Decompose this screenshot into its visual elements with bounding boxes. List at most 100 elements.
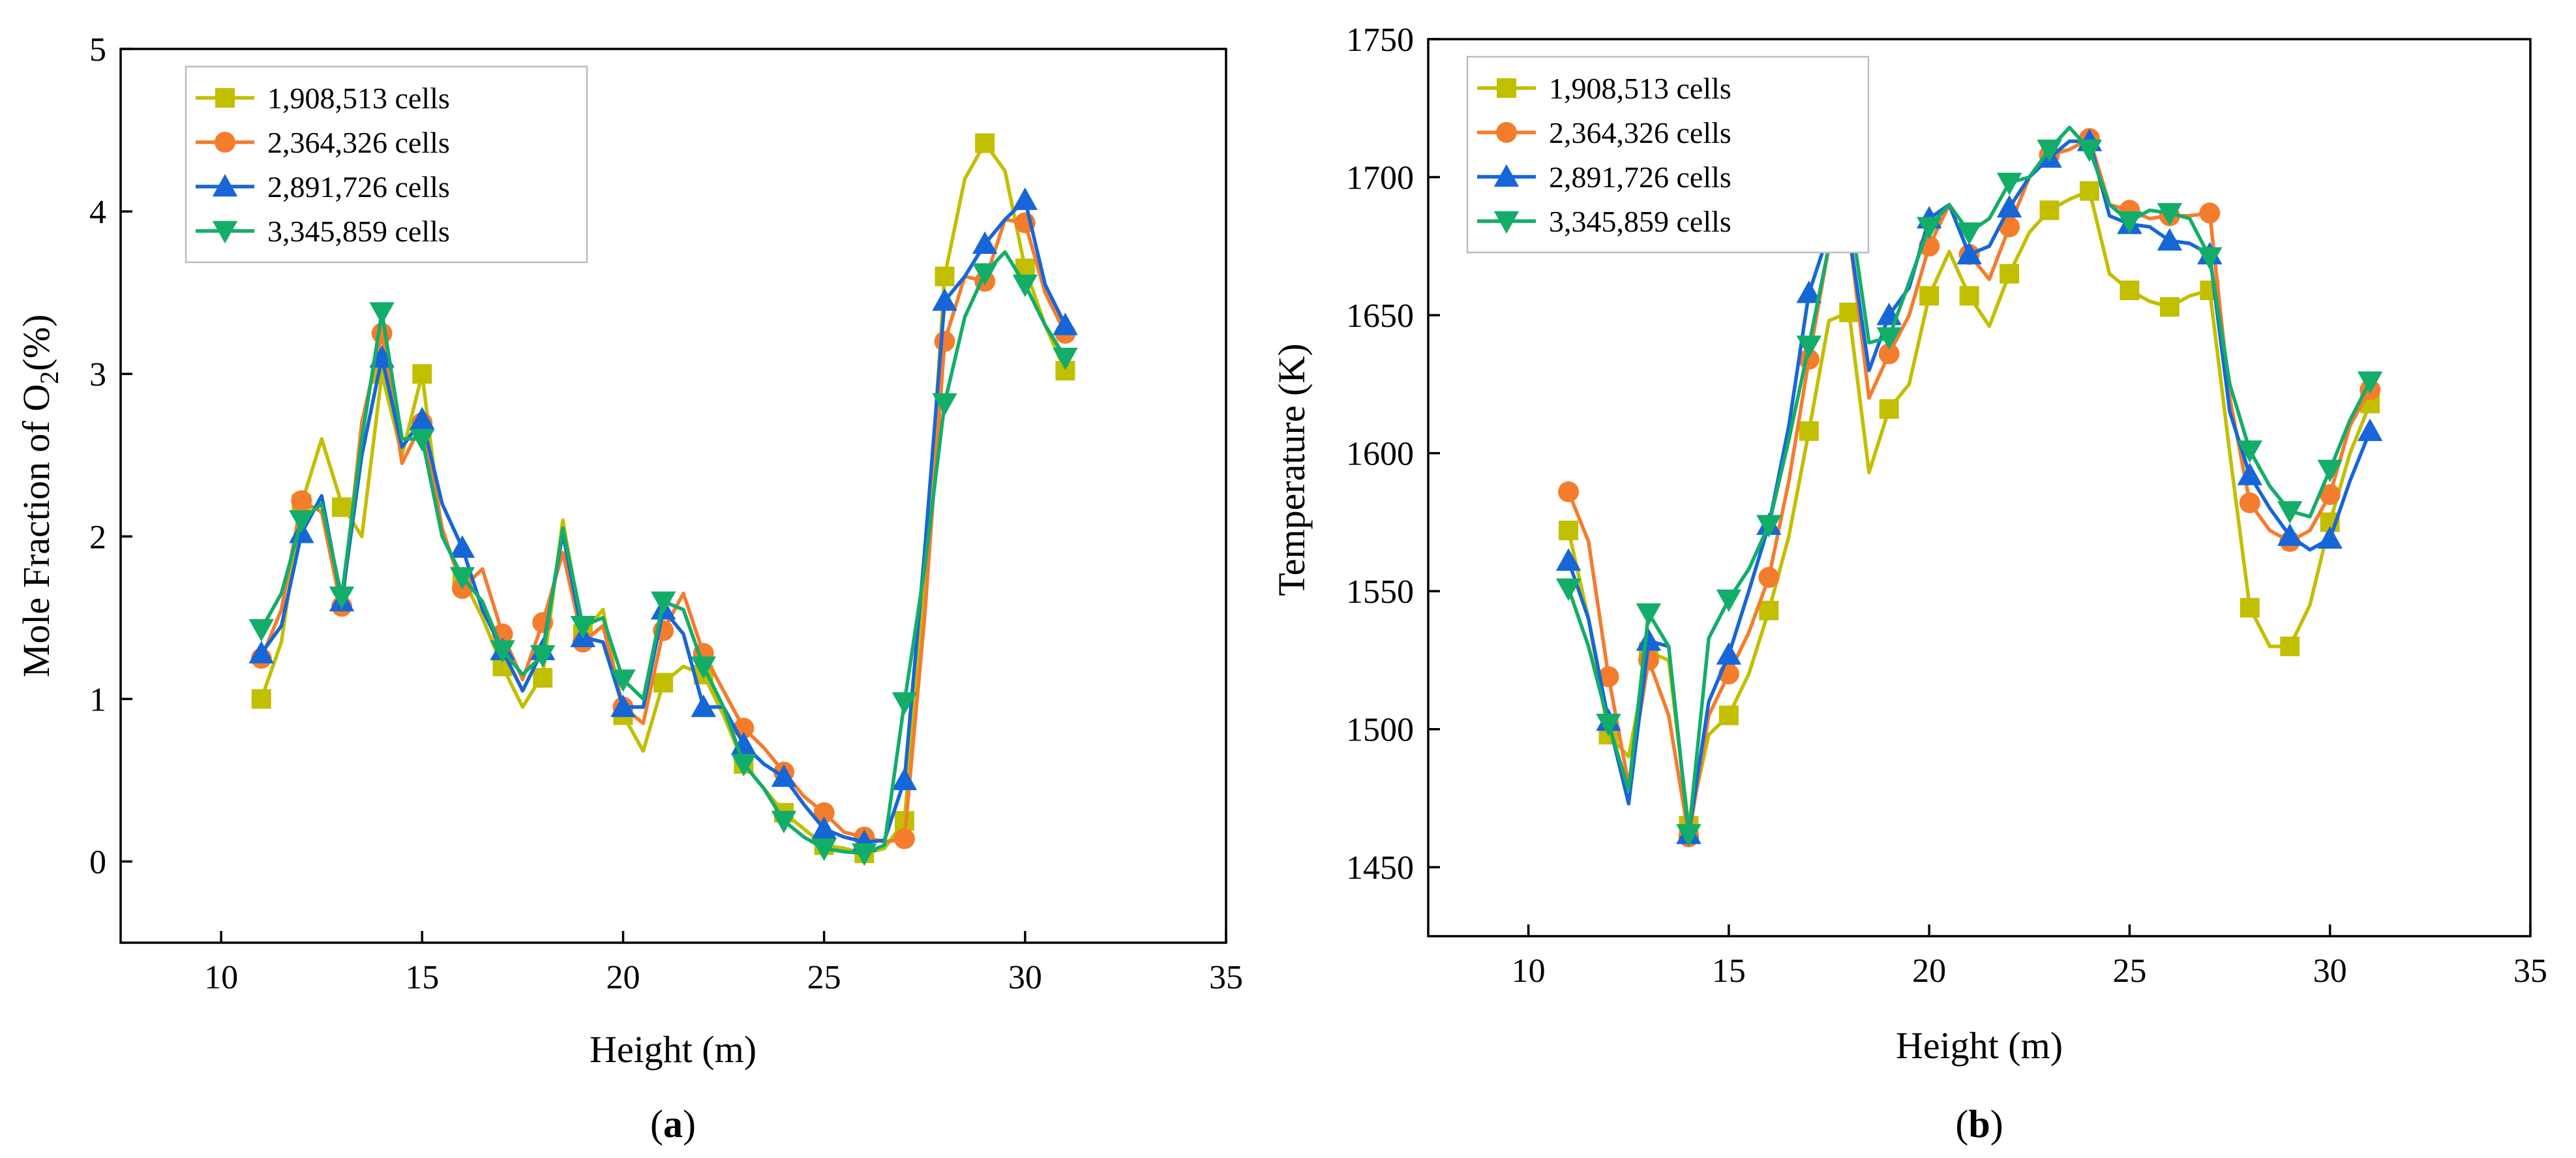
data-point xyxy=(2159,297,2179,317)
y-tick-label: 5 xyxy=(89,31,106,69)
data-point xyxy=(2076,139,2103,162)
data-point xyxy=(332,497,352,517)
data-point xyxy=(935,266,955,286)
x-tick-label: 30 xyxy=(2313,952,2347,990)
data-point xyxy=(1956,241,1982,265)
data-point xyxy=(771,764,797,787)
data-point xyxy=(533,667,553,688)
data-point xyxy=(1559,521,1579,541)
data-point xyxy=(1996,194,2022,218)
legend-item: 3,345,859 cells xyxy=(1477,205,1731,238)
data-point xyxy=(2080,181,2099,201)
data-point xyxy=(1596,713,1621,737)
plot-frame-a xyxy=(119,48,1227,944)
data-point xyxy=(1799,421,1819,441)
data-point xyxy=(2199,202,2221,224)
data-point xyxy=(412,364,432,384)
legend-swatch-marker xyxy=(1496,122,1517,143)
y-tick-label: 1550 xyxy=(1346,573,1414,611)
data-point xyxy=(891,692,918,715)
y-tick-label: 1700 xyxy=(1346,160,1414,197)
legend-item: 3,345,859 cells xyxy=(196,215,450,248)
legend-label: 3,345,859 cells xyxy=(267,215,450,248)
data-point xyxy=(811,816,837,839)
legend-label: 1,908,513 cells xyxy=(1549,72,1731,105)
legend-item: 2,891,726 cells xyxy=(196,170,450,204)
x-tick-label: 35 xyxy=(2513,952,2547,990)
x-tick-label: 20 xyxy=(606,959,640,996)
y-tick-label: 1650 xyxy=(1346,297,1414,335)
data-point xyxy=(1759,600,1779,620)
data-point xyxy=(2239,492,2260,513)
x-tick-label: 10 xyxy=(1512,952,1546,990)
data-point xyxy=(2277,523,2303,546)
data-point xyxy=(1053,312,1078,335)
data-point xyxy=(893,828,915,849)
legend-label: 2,891,726 cells xyxy=(267,170,450,204)
x-tick-label: 30 xyxy=(1008,959,1042,996)
data-point xyxy=(570,616,596,639)
legend-swatch-marker xyxy=(1497,78,1516,98)
data-point xyxy=(1959,286,1979,306)
legend-b: 1,908,513 cells 2,364,326 cells 2,891,726 … xyxy=(1466,55,1870,254)
data-point xyxy=(1919,286,1939,306)
legend-swatch-marker xyxy=(212,221,238,244)
data-point xyxy=(2197,247,2223,270)
data-point xyxy=(2280,636,2300,656)
data-point xyxy=(691,694,716,718)
data-point xyxy=(410,429,435,452)
data-point xyxy=(1916,217,1942,239)
legend-swatch-marker xyxy=(212,174,238,197)
data-point xyxy=(291,490,312,511)
panel-label-b: (b) xyxy=(1955,1103,2003,1146)
data-point xyxy=(248,619,274,642)
data-point xyxy=(610,669,636,692)
data-point xyxy=(1555,578,1581,602)
x-tick-label: 15 xyxy=(405,959,439,996)
legend-item: 2,891,726 cells xyxy=(1477,160,1731,194)
data-point xyxy=(2117,211,2142,234)
y-tick-label: 0 xyxy=(89,844,106,881)
data-point xyxy=(972,263,998,286)
data-point xyxy=(650,591,676,615)
ticks-a: 10 15 20 25 30 35 0 1 2 3 4 5 xyxy=(89,31,1243,996)
data-point xyxy=(1956,222,1982,245)
data-point xyxy=(1878,343,1900,365)
data-point xyxy=(289,510,314,533)
y-tick-label: 1 xyxy=(89,681,106,718)
data-point xyxy=(449,535,475,558)
data-point xyxy=(934,331,955,352)
data-point xyxy=(1676,824,1701,847)
y-axis-title-b: Temperature (K) xyxy=(1270,343,1313,596)
legend-item: 1,908,513 cells xyxy=(196,82,450,115)
data-point xyxy=(771,810,797,834)
data-point xyxy=(811,838,837,861)
data-point xyxy=(369,302,395,325)
chart-panel-a: 10 15 20 25 30 35 0 1 2 3 4 5 Height (m) Mole Fract… xyxy=(15,31,1243,1146)
data-point xyxy=(530,645,556,668)
data-point xyxy=(932,288,957,311)
data-point xyxy=(1879,399,1899,419)
data-point xyxy=(1555,548,1581,571)
data-point xyxy=(1999,216,2020,237)
y-tick-label: 1450 xyxy=(1346,849,1414,887)
plot-frame-b xyxy=(1427,38,2532,937)
data-point xyxy=(1012,274,1038,297)
legend-label: 2,891,726 cells xyxy=(1549,160,1731,194)
data-point xyxy=(653,673,674,693)
data-point xyxy=(490,640,515,663)
x-axis-title-b: Height (m) xyxy=(1896,1024,2063,1067)
data-point xyxy=(1598,666,1619,688)
data-point xyxy=(1996,172,2022,196)
data-point xyxy=(2357,418,2383,442)
panel-label-a: (a) xyxy=(650,1103,696,1146)
data-point xyxy=(972,231,998,254)
x-tick-label: 15 xyxy=(1712,952,1746,990)
ticks-b: 10 15 20 25 30 35 1450 1500 1550 1600 1650 1700 1750 xyxy=(1346,22,2547,990)
legend-swatch-marker xyxy=(1493,164,1520,187)
y-tick-label: 1750 xyxy=(1346,22,1414,59)
data-point xyxy=(1053,348,1078,371)
x-tick-label: 25 xyxy=(2112,952,2146,990)
y-tick-label: 2 xyxy=(89,519,106,556)
